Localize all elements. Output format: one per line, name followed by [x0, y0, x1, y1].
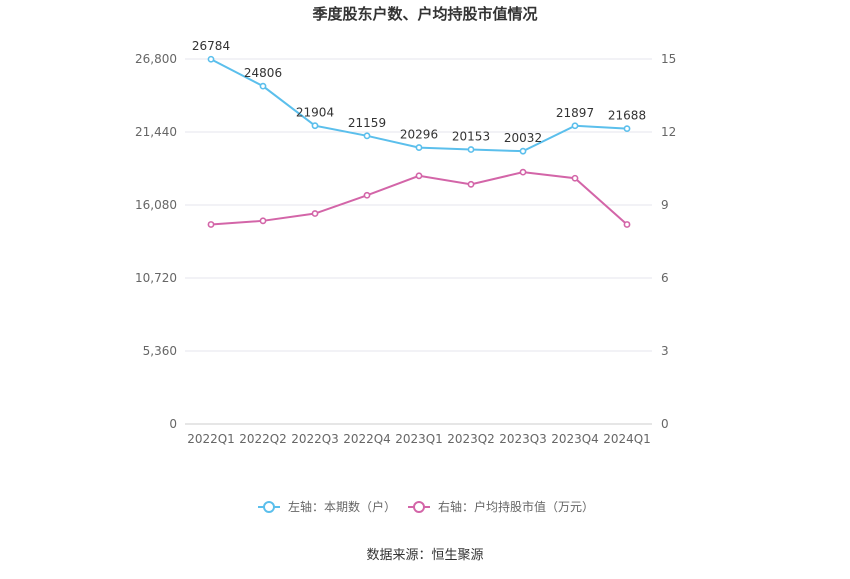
data-point[interactable]: [415, 172, 423, 180]
data-point[interactable]: [623, 221, 631, 228]
data-label: 24806: [244, 66, 282, 80]
data-point[interactable]: [259, 217, 267, 225]
x-tick-label: 2023Q1: [395, 432, 443, 446]
left-tick-label: 21,440: [135, 125, 177, 139]
data-label: 21904: [296, 106, 334, 120]
data-label: 21159: [348, 116, 386, 130]
x-tick-label: 2022Q4: [343, 432, 391, 446]
x-tick-label: 2022Q3: [291, 432, 339, 446]
series-layer: 26784 24806 21904 21159 20296 20153 20032 21897…: [192, 39, 646, 228]
series-line: [210, 171, 628, 226]
x-tick-label: 2024Q1: [603, 432, 651, 446]
data-point[interactable]: [207, 221, 215, 228]
x-axis-ticks: 2022Q1 2022Q2 2022Q3 2022Q4 2023Q1 2023Q2 2023…: [187, 432, 651, 446]
data-point[interactable]: [311, 210, 319, 217]
data-point[interactable]: [363, 191, 371, 199]
data-label: 26784: [192, 39, 230, 53]
source-note: 数据来源：恒生聚源: [366, 548, 483, 563]
data-point[interactable]: [467, 180, 475, 188]
grid-lines: [185, 58, 652, 425]
right-axis-ticks: 0 3 6 9 12 15: [661, 52, 676, 431]
data-point[interactable]: [571, 174, 579, 182]
legend-marker: [413, 501, 425, 513]
x-tick-label: 2022Q1: [187, 432, 235, 446]
data-point[interactable]: [311, 122, 319, 130]
series-1: 26784 24806 21904 21159 20296 20153 20032 21897…: [192, 39, 646, 155]
data-point[interactable]: [519, 147, 527, 155]
data-point[interactable]: [519, 168, 527, 176]
right-tick-label: 9: [661, 198, 669, 212]
data-point[interactable]: [467, 146, 475, 153]
data-label: 20153: [452, 130, 490, 144]
x-tick-label: 2023Q4: [551, 432, 599, 446]
legend-label: 左轴：本期数（户）: [288, 499, 396, 514]
left-tick-label: 5,360: [143, 344, 177, 358]
data-label: 20296: [400, 128, 438, 142]
right-tick-label: 6: [661, 271, 669, 285]
data-label: 21688: [608, 109, 646, 123]
left-tick-label: 26,800: [135, 52, 177, 66]
left-tick-label: 10,720: [135, 271, 177, 285]
data-point[interactable]: [623, 125, 631, 133]
data-point[interactable]: [259, 82, 267, 90]
x-tick-label: 2022Q2: [239, 432, 287, 446]
legend-item-1[interactable]: 左轴：本期数（户）: [258, 499, 396, 514]
x-tick-label: 2023Q2: [447, 432, 495, 446]
legend-marker: [263, 501, 275, 513]
right-tick-label: 15: [661, 52, 676, 66]
data-point[interactable]: [571, 122, 579, 130]
legend[interactable]: 左轴：本期数（户） 右轴：户均持股市值（万元）: [258, 499, 594, 514]
data-point[interactable]: [207, 55, 215, 63]
left-tick-label: 16,080: [135, 198, 177, 212]
chart-title: 季度股东户数、户均持股市值情况: [312, 5, 537, 23]
right-tick-label: 0: [661, 417, 669, 431]
legend-item-2[interactable]: 右轴：户均持股市值（万元）: [408, 499, 594, 514]
data-point[interactable]: [415, 144, 423, 151]
data-label: 21897: [556, 106, 594, 120]
left-axis-ticks: 0 5,360 10,720 16,080 21,440 26,800: [135, 52, 177, 431]
legend-label: 右轴：户均持股市值（万元）: [438, 499, 594, 514]
x-tick-label: 2023Q3: [499, 432, 547, 446]
data-label: 20032: [504, 131, 542, 145]
right-tick-label: 12: [661, 125, 676, 139]
left-tick-label: 0: [169, 417, 177, 431]
right-tick-label: 3: [661, 344, 669, 358]
series-2: [207, 168, 631, 228]
data-point[interactable]: [363, 132, 371, 140]
